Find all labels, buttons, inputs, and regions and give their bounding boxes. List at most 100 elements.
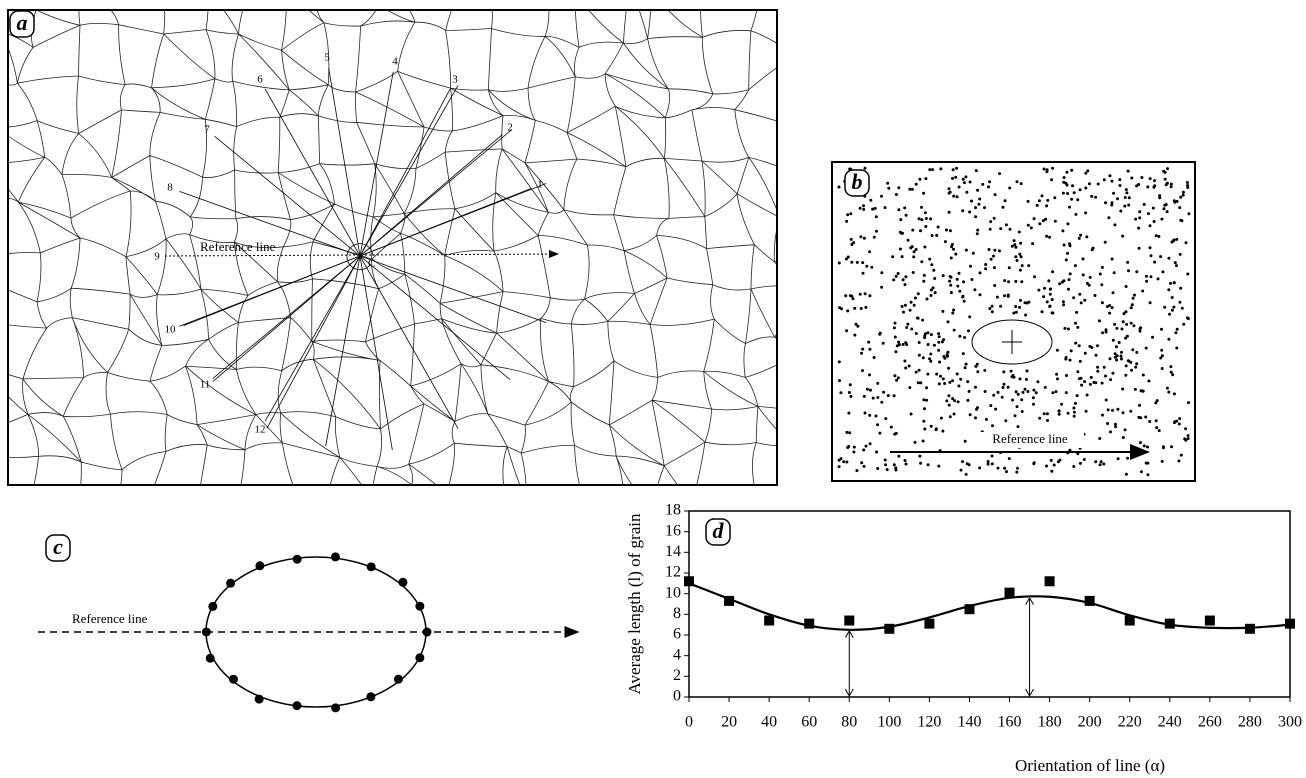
point <box>1067 287 1070 291</box>
y-axis-title: Average length (l) of grain <box>625 513 644 694</box>
y-tick-label: 2 <box>673 667 681 684</box>
point <box>1124 285 1128 288</box>
point <box>937 348 941 352</box>
point <box>984 267 988 271</box>
point <box>1185 181 1189 184</box>
point <box>1019 298 1022 302</box>
point <box>850 243 854 246</box>
point <box>1083 298 1087 302</box>
point <box>1132 324 1136 328</box>
point <box>1051 391 1055 395</box>
point <box>864 444 868 448</box>
point <box>1080 383 1084 387</box>
point <box>1102 178 1106 182</box>
point <box>1066 192 1070 195</box>
point <box>956 284 960 288</box>
point <box>937 382 941 386</box>
point <box>946 320 950 324</box>
x-tick-label: 240 <box>1158 714 1182 731</box>
point <box>963 366 967 370</box>
point <box>971 251 975 255</box>
point <box>964 472 968 476</box>
point <box>1104 374 1107 378</box>
point <box>1026 223 1030 227</box>
point <box>949 291 953 295</box>
point <box>1187 401 1190 405</box>
point <box>1079 233 1083 237</box>
point <box>292 701 302 711</box>
point <box>1103 240 1107 244</box>
point <box>913 296 917 300</box>
point <box>910 245 914 249</box>
point <box>904 462 908 466</box>
point <box>1050 469 1054 473</box>
point <box>1162 207 1166 211</box>
point <box>961 209 965 213</box>
point <box>1125 191 1129 195</box>
point <box>988 227 992 231</box>
point <box>1002 370 1006 374</box>
point <box>1036 380 1040 384</box>
point <box>1062 180 1066 184</box>
point <box>1087 182 1091 186</box>
point <box>1064 356 1068 359</box>
point <box>1138 210 1142 214</box>
point <box>1032 402 1035 406</box>
panel-label: b <box>852 169 863 194</box>
point <box>1121 234 1125 238</box>
point <box>837 465 841 469</box>
point <box>861 347 865 351</box>
point <box>1094 381 1098 385</box>
point <box>981 182 985 186</box>
point <box>955 166 959 170</box>
point <box>952 194 956 198</box>
point <box>1169 365 1173 369</box>
point <box>885 468 889 472</box>
point <box>1070 197 1074 201</box>
point <box>926 343 930 346</box>
point <box>1168 312 1171 316</box>
point <box>998 249 1001 253</box>
point <box>921 439 925 443</box>
point <box>1008 186 1012 190</box>
point <box>366 562 376 572</box>
point <box>1116 197 1119 201</box>
point <box>862 236 866 240</box>
point <box>947 366 951 370</box>
point <box>1121 411 1125 415</box>
point <box>1144 274 1148 278</box>
arrow-tip <box>1025 688 1035 698</box>
data-point <box>1124 615 1135 626</box>
point <box>908 386 912 390</box>
y-tick-label: 10 <box>665 584 681 601</box>
point <box>1181 193 1185 197</box>
point <box>954 175 958 179</box>
point <box>909 300 913 304</box>
point <box>1003 199 1007 203</box>
point <box>1101 331 1105 335</box>
point <box>961 294 965 298</box>
point <box>986 462 990 466</box>
point <box>962 181 966 185</box>
point <box>1121 436 1125 439</box>
point <box>1160 327 1163 331</box>
point <box>1007 266 1011 270</box>
point <box>1096 182 1100 186</box>
point <box>1068 448 1072 452</box>
point <box>896 272 900 275</box>
point <box>1186 317 1190 321</box>
point <box>1158 194 1162 198</box>
point <box>1113 422 1117 426</box>
point <box>1160 367 1164 370</box>
orientation-line <box>325 71 394 447</box>
point <box>935 372 939 376</box>
point <box>852 450 856 454</box>
reference-label: Reference line <box>200 239 276 254</box>
point <box>1101 413 1104 417</box>
point <box>1003 466 1007 470</box>
point <box>1078 292 1082 296</box>
point <box>1186 186 1190 189</box>
point <box>948 190 952 194</box>
point <box>1004 223 1008 227</box>
x-tick-label: 60 <box>801 714 817 731</box>
